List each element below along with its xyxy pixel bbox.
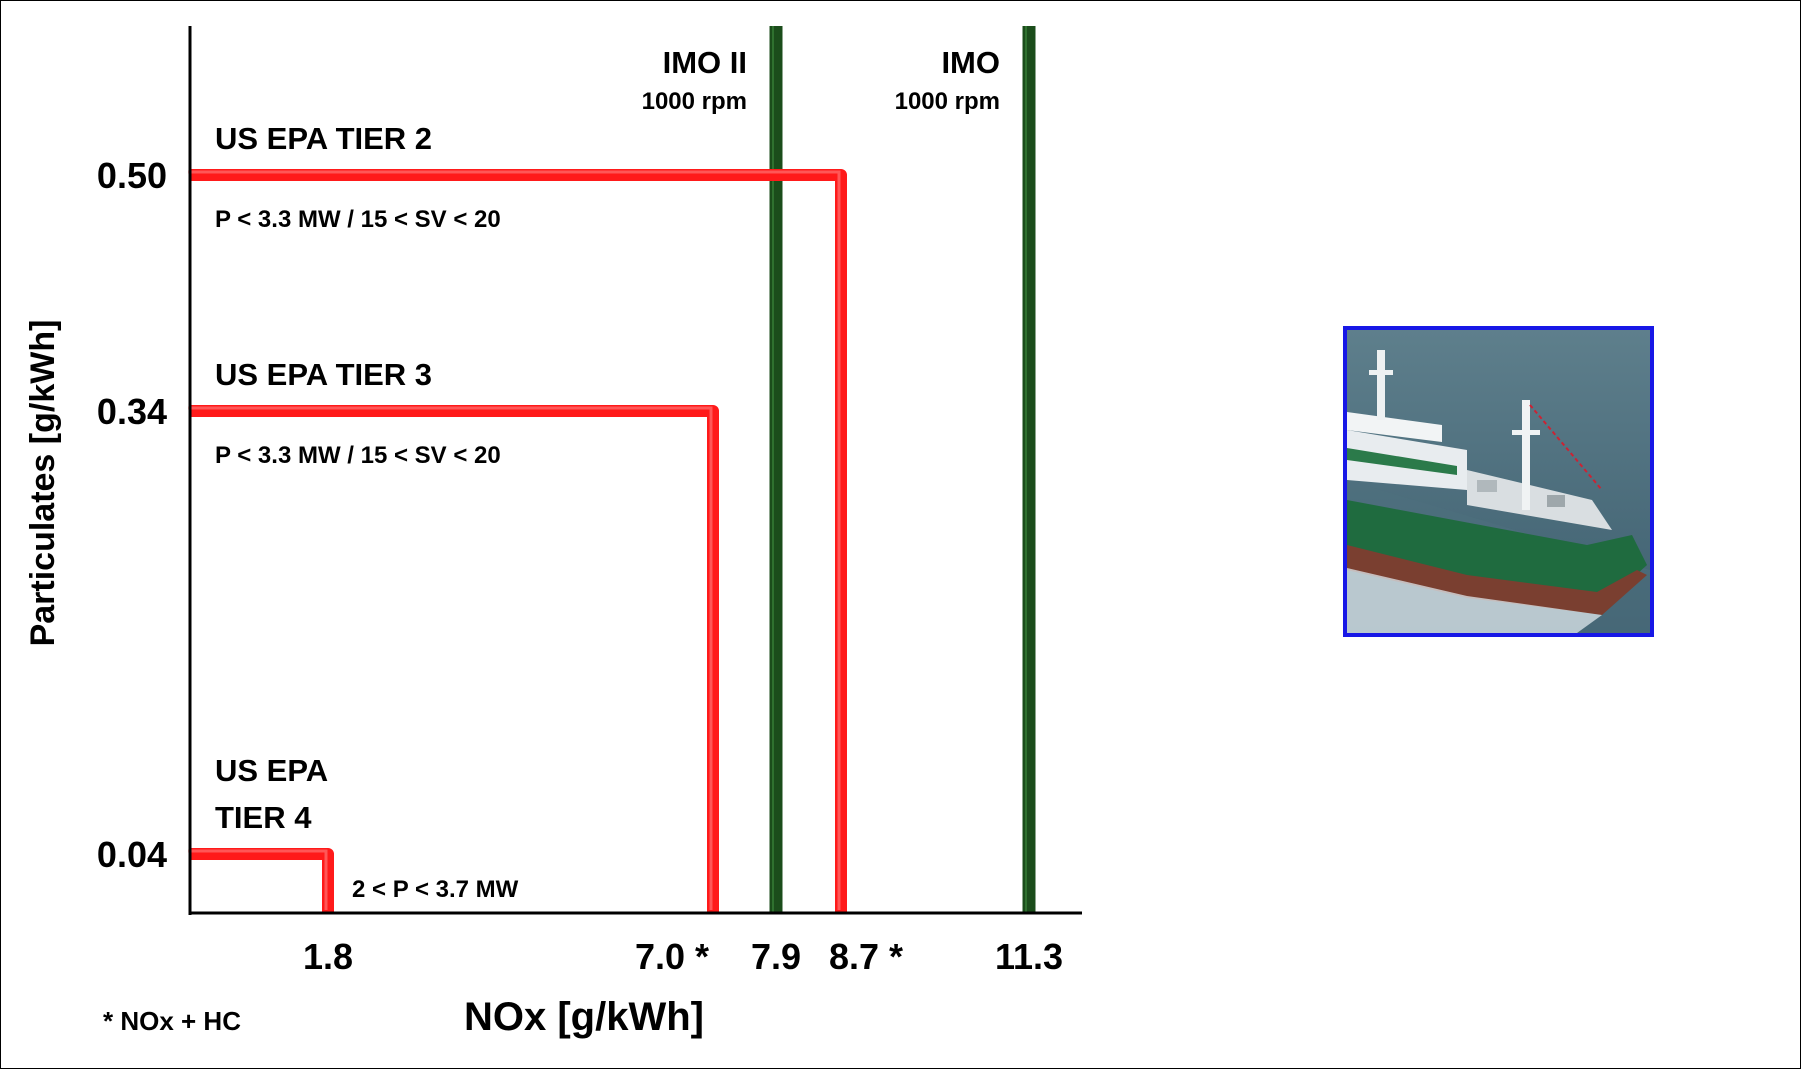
ship-illustration (1347, 330, 1650, 633)
footnote: * NOx + HC (103, 1006, 241, 1036)
imo-label-2: IMO (941, 45, 1000, 80)
tier-limit-line-1 (190, 169, 847, 913)
y-tick-label-3: 0.04 (97, 834, 167, 875)
x-axis-title: NOx [g/kWh] (464, 995, 704, 1039)
x-tick-label-3: 7.9 (751, 936, 801, 977)
tier-note-label-2: P < 3.3 MW / 15 < SV < 20 (215, 442, 501, 469)
imo-label-1: IMO II (663, 45, 747, 80)
tier-limit-highlight-1 (188, 170, 841, 910)
ship-photo (1343, 326, 1654, 637)
x-tick-label-2: 7.0 * (635, 936, 709, 977)
tier-note-label-3: 2 < P < 3.7 MW (352, 876, 519, 903)
imo-speed-label-1: 1000 rpm (642, 88, 747, 115)
chart-labels: IMO II 1000 rpm IMO 1000 rpm US EPA TIER 2 P … (97, 45, 1063, 977)
tier-name-label-2-1: US EPA TIER 3 (215, 357, 432, 392)
y-axis-title: Particulates [g/kWh] (24, 320, 62, 647)
imo-speed-label-2: 1000 rpm (895, 88, 1000, 115)
tier-name-label-3-1: US EPA (215, 753, 328, 788)
x-tick-label-5: 11.3 (995, 936, 1063, 977)
tier-limit-highlight-3 (188, 849, 328, 910)
tier-note-label-1: P < 3.3 MW / 15 < SV < 20 (215, 206, 501, 233)
tier-name-label-3-2: TIER 4 (215, 800, 312, 835)
x-tick-label-4: 8.7 * (829, 936, 903, 977)
tier-limit-line-2 (190, 405, 719, 913)
y-tick-label-2: 0.34 (97, 391, 167, 432)
imo-lines (769, 26, 1036, 913)
tier-limit-lines (188, 169, 847, 913)
tier-name-label-1-1: US EPA TIER 2 (215, 121, 432, 156)
x-tick-label-1: 1.8 (303, 936, 353, 977)
tier-limit-highlight-2 (188, 406, 713, 910)
y-tick-label-1: 0.50 (97, 155, 167, 196)
tier-limit-line-3 (190, 848, 334, 913)
